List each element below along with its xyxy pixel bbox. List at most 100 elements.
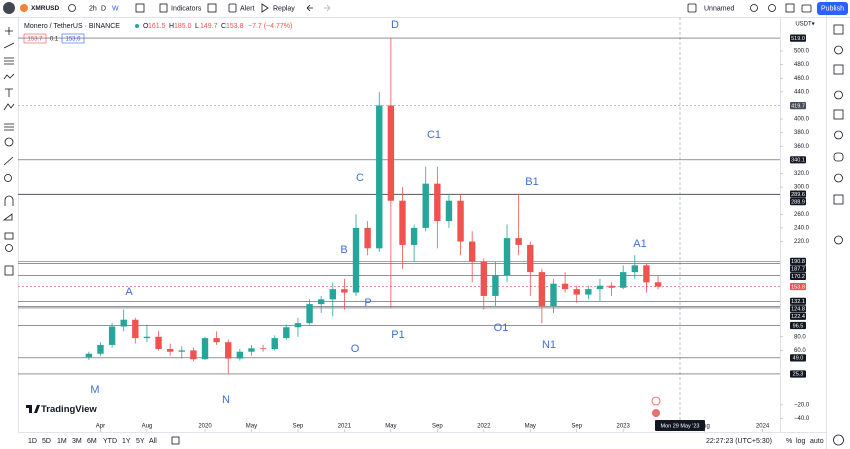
symbol[interactable]: XMRUSD [31,5,59,12]
range-button[interactable]: 1Y [122,438,131,445]
zoom-tool[interactable] [4,174,12,182]
wave-label: O [351,343,360,355]
bid-price[interactable]: 153.7 [27,36,43,42]
watchlist-button[interactable] [833,24,844,35]
fib-tool[interactable] [4,57,14,65]
candle-body [654,282,662,287]
candle-body [341,289,348,293]
chart-type-button[interactable] [135,3,145,13]
interval[interactable]: 2h [89,5,97,12]
range-button[interactable]: YTD [103,438,117,445]
flag-marker[interactable] [652,409,660,417]
percent-toggle[interactable]: % [786,438,792,445]
compare-button[interactable] [68,4,76,12]
text-tool[interactable] [5,88,13,97]
interval[interactable]: W [112,5,119,12]
goto-date-button[interactable] [171,436,180,445]
x-tick-label: May [385,424,396,430]
level-label: 289.6 [791,192,805,198]
magnet-tool[interactable] [4,195,14,206]
level-label: 187.7 [791,267,805,273]
wave-label: D [391,19,399,31]
wave-label: A [125,286,133,298]
candle-body [631,265,638,273]
candle-body [399,200,406,245]
level-label: 340.1 [791,158,805,164]
level-box [790,370,806,378]
event-marker[interactable] [651,396,661,406]
candle-body [527,244,534,273]
level-label: 25.3 [793,372,804,378]
candle-body [201,338,209,360]
range-button[interactable]: 5Y [136,438,145,445]
geometric-tool[interactable] [4,123,14,131]
layout-checkbox[interactable] [687,3,697,13]
dom-button[interactable] [833,434,844,446]
visibility-tool[interactable] [5,244,13,252]
remove-tool[interactable] [4,265,14,276]
y-tick-label: 220.0 [794,239,810,245]
alerts-button[interactable] [834,45,843,55]
icon-tool[interactable] [4,137,14,147]
avatar[interactable] [3,2,15,14]
indicators-button[interactable]: Indicators [171,5,202,12]
trendline-tool[interactable] [3,42,15,49]
y-tick-label: 480.0 [794,62,810,68]
candle-body [190,350,197,360]
hotlist-button[interactable] [834,90,843,100]
lock-tool[interactable] [4,232,14,240]
streams-button[interactable] [834,173,843,183]
publish-button-bg[interactable] [817,2,848,15]
level-label: 122.4 [791,314,805,320]
replay-button[interactable]: Replay [273,5,295,12]
level-label: 288.9 [791,199,805,205]
candle-body [387,105,395,201]
snapshot-button[interactable] [801,4,812,13]
wave-label: A1 [633,238,646,250]
candle-body [364,227,371,249]
notifications-button[interactable] [833,194,844,205]
redo-button[interactable] [324,4,331,12]
wave-label: O1 [494,322,509,334]
bid-box[interactable] [23,33,47,44]
candle-body [294,323,302,328]
replay-icon[interactable] [261,3,269,13]
pattern-tool[interactable] [3,73,15,80]
range-button[interactable]: 1D [28,438,37,445]
auto-toggle[interactable]: auto [810,438,824,445]
range-button[interactable]: 6M [87,438,97,445]
fullscreen-button[interactable] [785,3,795,13]
data-window-button[interactable] [833,64,844,75]
undo-button[interactable] [306,4,313,12]
candle-body [248,348,255,352]
crosshair-tool[interactable] [5,27,13,35]
draw-mode-tool[interactable] [2,213,13,221]
settings-button[interactable] [768,4,776,12]
templates-button[interactable] [207,3,217,13]
candle-body [457,200,464,242]
layout-name[interactable]: Unnamed [704,5,734,12]
alert-icon[interactable] [228,3,237,13]
calendar-button[interactable] [833,109,844,120]
level-label: 519.0 [791,36,805,42]
alert-button[interactable]: Alert [240,5,254,12]
ruler-tool[interactable] [3,156,14,166]
range-button[interactable]: 5D [42,438,51,445]
chat-button[interactable] [833,152,844,162]
ask-price[interactable]: 153.6 [65,36,81,42]
ideas-button[interactable] [834,130,843,140]
level-label: 153.8 [791,284,805,290]
range-button[interactable]: 1M [57,438,67,445]
log-toggle[interactable]: log [796,438,805,445]
interval[interactable]: D [101,5,106,12]
range-button[interactable]: 3M [72,438,82,445]
publish-button[interactable]: Publish [821,5,844,12]
ask-box[interactable] [61,33,85,44]
prediction-tool[interactable] [3,103,15,111]
level-box [790,297,806,305]
help-button[interactable] [834,235,843,245]
quick-search[interactable] [750,4,758,12]
indicators-icon[interactable] [159,3,168,13]
range-button[interactable]: All [149,438,157,445]
currency-selector[interactable]: USDT▾ [795,22,814,28]
